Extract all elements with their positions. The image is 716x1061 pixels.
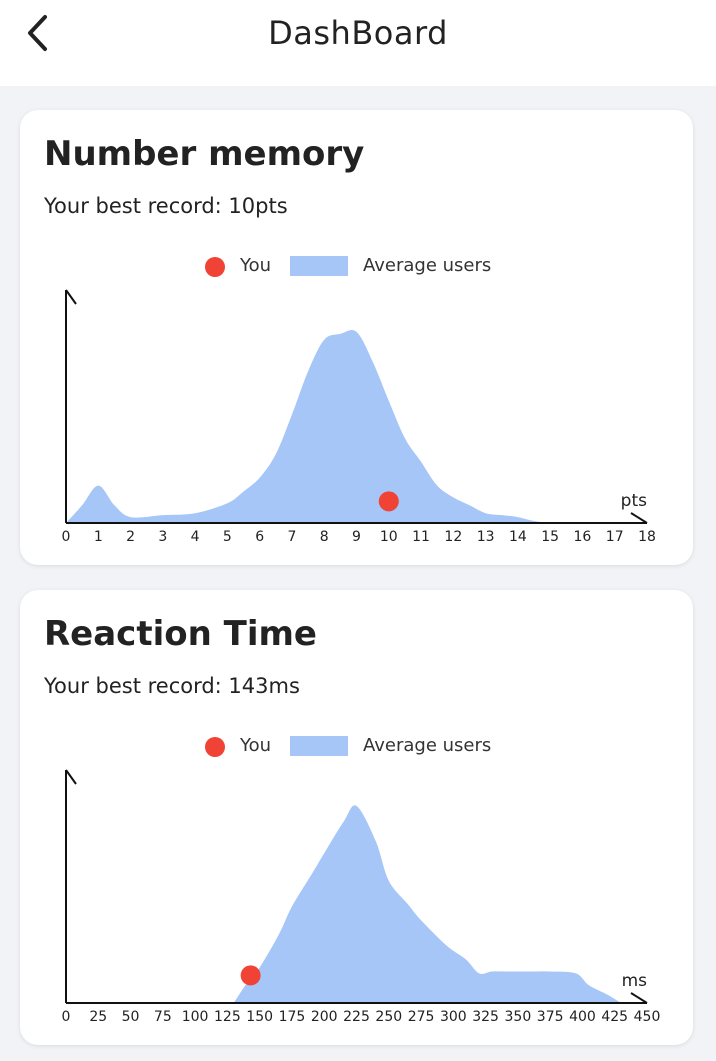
page-title: DashBoard <box>268 14 448 52</box>
x-tick-label: 400 <box>569 1009 596 1025</box>
x-tick-label: 13 <box>477 529 495 545</box>
x-axis-unit-label: ms <box>622 971 648 991</box>
average-users-area <box>233 805 622 1003</box>
average-users-area <box>66 330 551 523</box>
x-tick-label: 16 <box>574 529 592 545</box>
x-tick-label: 6 <box>255 529 264 545</box>
x-tick-label: 10 <box>380 529 398 545</box>
you-data-point <box>378 491 399 512</box>
legend-you-label: You <box>240 735 272 756</box>
x-tick-label: 175 <box>279 1009 306 1025</box>
x-tick-label: 8 <box>320 529 329 545</box>
app-header: DashBoard <box>0 0 716 86</box>
legend-you-label: You <box>240 255 272 276</box>
x-tick-label: 18 <box>638 529 656 545</box>
x-tick-label: 5 <box>223 529 232 545</box>
x-tick-label: 250 <box>375 1009 402 1025</box>
reaction-time-card: Reaction Time Your best record: 143ms Yo… <box>20 590 693 1045</box>
x-tick-label: 75 <box>154 1009 172 1025</box>
card-title: Reaction Time <box>44 614 317 654</box>
x-tick-label: 14 <box>509 529 527 545</box>
x-tick-label: 450 <box>634 1009 661 1025</box>
back-button[interactable] <box>18 12 62 56</box>
x-tick-label: 425 <box>601 1009 628 1025</box>
x-tick-label: 325 <box>472 1009 499 1025</box>
chart-legend: You Average users <box>20 254 693 278</box>
x-tick-label: 225 <box>343 1009 370 1025</box>
x-tick-label: 375 <box>537 1009 564 1025</box>
x-axis-unit-label: pts <box>621 491 647 511</box>
x-tick-label: 11 <box>412 529 430 545</box>
x-tick-label: 300 <box>440 1009 467 1025</box>
chart-legend: You Average users <box>20 734 693 758</box>
y-axis-arrow <box>65 289 77 305</box>
x-tick-label: 3 <box>158 529 167 545</box>
x-tick-label: 275 <box>408 1009 435 1025</box>
x-axis-arrow <box>630 992 648 1004</box>
legend-average-label: Average users <box>363 735 492 756</box>
x-tick-label: 4 <box>191 529 200 545</box>
x-tick-label: 25 <box>89 1009 107 1025</box>
legend-average-label: Average users <box>363 255 492 276</box>
x-tick-label: 9 <box>352 529 361 545</box>
card-title: Number memory <box>44 134 365 174</box>
number-memory-card: Number memory Your best record: 10pts Yo… <box>20 110 693 565</box>
you-data-point <box>240 965 261 986</box>
y-axis-arrow <box>65 769 77 785</box>
x-tick-label: 1 <box>94 529 103 545</box>
legend-average-swatch <box>290 736 348 756</box>
x-tick-label: 15 <box>541 529 559 545</box>
best-record: Your best record: 10pts <box>44 194 288 218</box>
x-axis-arrow <box>630 512 648 524</box>
legend-you-marker <box>205 737 225 757</box>
x-tick-label: 7 <box>287 529 296 545</box>
legend-you-marker <box>205 257 225 277</box>
x-tick-label: 150 <box>246 1009 273 1025</box>
x-tick-label: 125 <box>214 1009 241 1025</box>
x-tick-label: 12 <box>444 529 462 545</box>
x-tick-label: 100 <box>182 1009 209 1025</box>
x-tick-label: 2 <box>126 529 135 545</box>
x-tick-label: 50 <box>122 1009 140 1025</box>
x-tick-label: 0 <box>62 1009 71 1025</box>
x-tick-label: 17 <box>606 529 624 545</box>
chevron-left-icon <box>28 15 47 51</box>
legend-average-swatch <box>290 256 348 276</box>
x-tick-label: 0 <box>62 529 71 545</box>
best-record: Your best record: 143ms <box>44 674 300 698</box>
x-tick-label: 350 <box>505 1009 532 1025</box>
reaction-time-chart: ms 0 25 50 75 100 125 150 175 200 225 250 275 300 325 3… <box>62 769 661 1025</box>
x-tick-label: 200 <box>311 1009 338 1025</box>
